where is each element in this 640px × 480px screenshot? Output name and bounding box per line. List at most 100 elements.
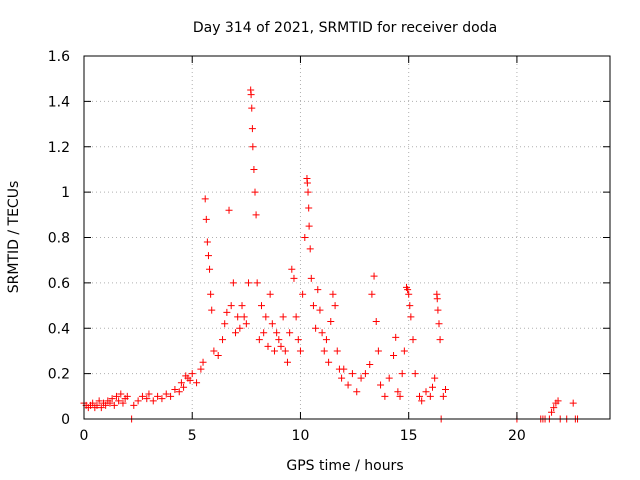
data-point [252,211,260,219]
data-point [115,397,123,405]
data-point [203,238,211,246]
data-point [167,392,175,400]
data-point [108,395,116,403]
data-point [407,313,415,321]
data-point [134,397,142,405]
data-point [431,374,439,382]
data-point [275,336,283,344]
data-point [89,399,97,407]
data-point [325,358,333,366]
data-point [366,361,374,369]
data-point [303,179,311,187]
data-point [208,306,216,314]
data-point [247,91,255,99]
data-point [436,336,444,344]
data-point [238,302,246,310]
data-point [307,274,315,282]
data-point [304,188,312,196]
data-point [290,274,298,282]
data-point [201,195,209,203]
data-point [273,329,281,337]
data-point [232,329,240,337]
data-point [279,313,287,321]
data-point [433,295,441,303]
y-axis-title: SRMTID / TECUs [6,181,22,294]
data-point [281,347,289,355]
data-point [405,290,413,298]
data-point [569,399,577,407]
data-point [145,390,153,398]
data-point [353,388,361,396]
data-point [255,336,263,344]
data-point [210,347,218,355]
x-tick-label: 15 [400,428,418,444]
y-tick-label: 0.6 [48,276,70,292]
data-point [277,342,285,350]
chart-title: Day 314 of 2021, SRMTID for receiver dod… [193,20,497,36]
data-point [197,365,205,373]
data-point [117,390,125,398]
y-tick-label: 1.4 [48,94,70,110]
data-point [227,302,235,310]
data-point [361,370,369,378]
y-tick-label: 1.6 [48,49,70,65]
data-point [130,401,138,409]
data-point [392,333,400,341]
data-point [264,342,272,350]
data-point [348,370,356,378]
data-point [206,265,214,273]
data-point [340,365,348,373]
data-points [80,86,582,423]
data-point [253,279,261,287]
data-point [286,329,294,337]
data-point [268,320,276,328]
data-point [381,392,389,400]
data-point [119,399,127,407]
data-point [242,320,250,328]
y-tick-label: 1 [61,185,70,201]
x-tick-label: 0 [80,428,89,444]
data-point [377,381,385,389]
data-point [434,306,442,314]
data-point [312,324,320,332]
data-point [318,329,326,337]
data-point [219,336,227,344]
data-point [188,370,196,378]
data-point [180,383,188,391]
data-point [102,401,110,409]
data-point [186,376,194,384]
data-point [245,279,253,287]
data-point [288,265,296,273]
data-point [327,317,335,325]
data-point [344,381,352,389]
data-point [299,290,307,298]
data-point [418,397,426,405]
y-tick-label: 0 [61,412,70,428]
data-point [370,272,378,280]
data-point [396,392,404,400]
data-point [292,313,300,321]
data-point [260,329,268,337]
data-point [236,324,244,332]
data-point [234,313,242,321]
data-point [207,290,215,298]
data-point [202,215,210,223]
data-point [229,279,237,287]
data-point [225,206,233,214]
data-point [214,351,222,359]
data-point [138,392,146,400]
data-point [223,308,231,316]
data-point [95,397,103,405]
data-point [550,404,558,412]
data-point [357,374,365,382]
data-point [322,336,330,344]
y-tick-label: 0.8 [48,231,70,247]
data-point [429,383,437,391]
data-point [251,188,259,196]
data-point [199,358,207,366]
data-point [320,347,328,355]
data-point [394,388,402,396]
data-point [409,336,417,344]
data-point [372,317,380,325]
